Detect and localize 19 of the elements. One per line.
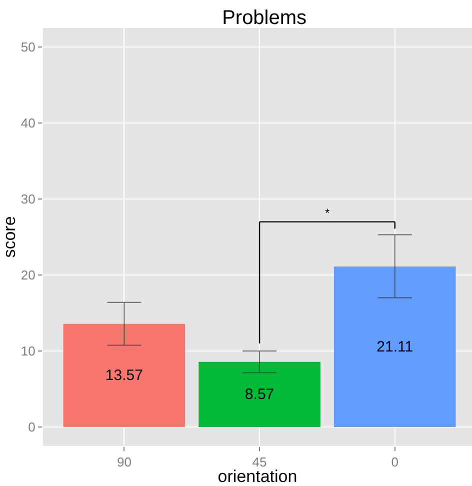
y-axis-title: score xyxy=(0,216,19,258)
bar xyxy=(198,362,320,427)
bar xyxy=(63,324,186,427)
y-tick-label: 30 xyxy=(20,192,36,207)
chart-title: Problems xyxy=(222,7,307,30)
data-label: 8.57 xyxy=(244,386,274,403)
data-label: 13.57 xyxy=(105,366,143,384)
y-tick-label: 40 xyxy=(20,116,36,131)
y-tick-label: 50 xyxy=(20,40,36,55)
y-tick-label: 20 xyxy=(20,268,36,283)
annotation: * xyxy=(325,206,330,220)
bar xyxy=(334,266,456,427)
x-tick-label: 0 xyxy=(391,454,398,470)
y-tick-label: 0 xyxy=(28,420,36,435)
y-tick-label: 10 xyxy=(20,344,36,359)
data-label: 21.11 xyxy=(376,338,414,356)
x-tick-label: 90 xyxy=(116,454,132,470)
x-axis-title: orientation xyxy=(218,467,298,486)
x-tick-label: 45 xyxy=(252,454,267,470)
